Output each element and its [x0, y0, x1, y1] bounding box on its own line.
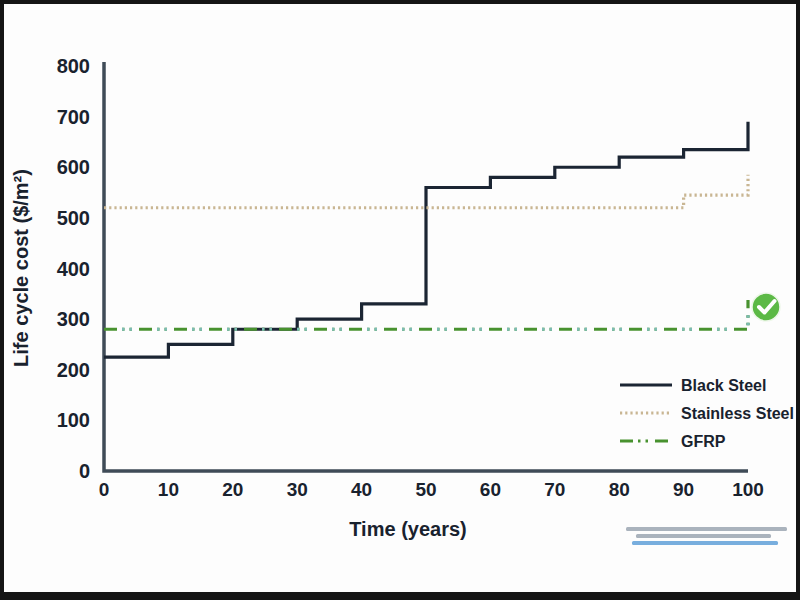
legend-label: Black Steel [681, 377, 766, 394]
chart-figure-frame: 0 100 200 300 400 500 600 700 800 0 10 20 30 40 50 60 70… [0, 0, 800, 600]
x-tick-label: 10 [158, 479, 179, 500]
y-tick-label: 400 [57, 258, 90, 280]
x-tick-label: 50 [415, 479, 436, 500]
y-tick-label: 600 [57, 156, 90, 178]
y-tick-label: 100 [57, 409, 90, 431]
life-cycle-cost-chart: 0 100 200 300 400 500 600 700 800 0 10 20 30 40 50 60 70… [4, 4, 800, 596]
check-circle-icon [752, 293, 780, 321]
x-tick-label: 20 [222, 479, 243, 500]
x-axis-title: Time (years) [349, 518, 466, 540]
x-tick-label: 70 [544, 479, 565, 500]
x-tick-label: 100 [732, 479, 764, 500]
x-tick-label: 90 [673, 479, 694, 500]
fine-print-line [636, 534, 771, 538]
y-tick-label: 200 [57, 359, 90, 381]
x-tick-label: 30 [287, 479, 308, 500]
x-tick-label: 80 [609, 479, 630, 500]
x-tick-label: 0 [99, 479, 110, 500]
fine-print-caption [626, 527, 787, 545]
y-tick-label: 300 [57, 308, 90, 330]
y-tick-label: 800 [57, 55, 90, 77]
x-tick-label: 40 [351, 479, 372, 500]
y-axis-title: Life cycle cost ($/m²) [10, 169, 32, 367]
y-tick-label: 500 [57, 207, 90, 229]
x-tick-label: 60 [480, 479, 501, 500]
legend-label: GFRP [681, 433, 726, 450]
legend-label: Stainless Steel [681, 405, 794, 422]
fine-print-line [626, 527, 787, 531]
y-tick-label: 0 [79, 460, 90, 482]
series-line-black-steel [104, 122, 748, 357]
y-tick-label: 700 [57, 106, 90, 128]
fine-print-line [632, 541, 778, 545]
